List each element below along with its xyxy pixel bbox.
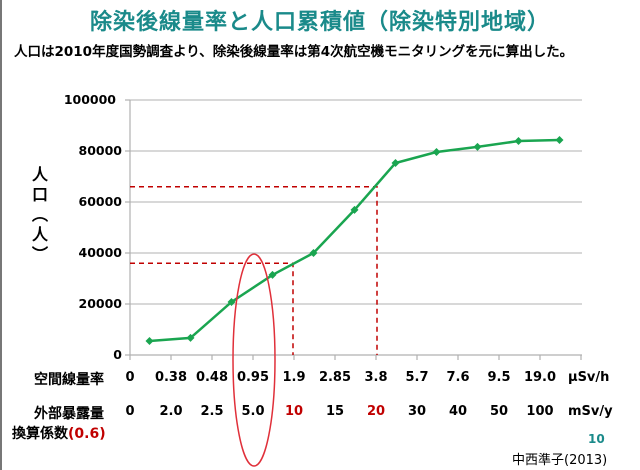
page-number: 10 — [588, 432, 605, 446]
slide-left-border — [0, 0, 2, 470]
x-tick-label: 0 — [125, 404, 135, 419]
x-tick-label: 5.0 — [241, 404, 265, 419]
x-tick-label: 0.38 — [154, 370, 188, 385]
x-tick-label: 2.0 — [159, 404, 183, 419]
x-tick-label: 19.0 — [523, 370, 557, 385]
x-tick-label: 5.7 — [405, 370, 429, 385]
x-tick-label: 0.95 — [236, 370, 270, 385]
data-point-markers — [145, 136, 564, 345]
x-tick-label: 20 — [366, 404, 386, 419]
exposure-row-label: 外部暴露量 — [34, 406, 104, 422]
y-tick: 0 — [113, 347, 122, 362]
x-tick-label: 40 — [448, 404, 468, 419]
red-dashed-guides — [130, 185, 378, 355]
conversion-label-text: 換算係数 — [12, 426, 68, 442]
x-tick-label: 0.48 — [195, 370, 229, 385]
x-tick-label: 10 — [284, 404, 304, 419]
population-line — [149, 138, 560, 343]
x-tick-label: 0 — [125, 370, 135, 385]
x-tick-label: 7.6 — [446, 370, 470, 385]
author-credit: 中西準子(2013) — [512, 453, 608, 468]
highlight-ellipse — [232, 253, 276, 467]
gridlines — [130, 99, 582, 305]
y-tick: 40000 — [78, 245, 123, 260]
exposure-unit: mSv/y — [568, 404, 613, 419]
x-tick-label: 3.8 — [364, 370, 388, 385]
dose-rate-unit: µSv/h — [568, 370, 610, 385]
y-tick: 60000 — [78, 194, 123, 209]
dose-rate-row-label: 空間線量率 — [34, 372, 104, 388]
x-tick-label: 15 — [325, 404, 345, 419]
y-axis-label: 人口 ︵ 人 ︶ — [31, 165, 48, 264]
x-tick-label: 1.9 — [282, 370, 306, 385]
y-tick: 100000 — [63, 92, 116, 107]
page-title: 除染後線量率と人口累積値（除染特別地域） — [89, 10, 550, 35]
y-tick: 80000 — [78, 143, 123, 158]
x-tick-label: 2.85 — [318, 370, 352, 385]
x-tick-label: 100 — [526, 404, 554, 419]
x-tick-label: 30 — [407, 404, 427, 419]
x-tick-label: 9.5 — [487, 370, 511, 385]
x-tick-label: 2.5 — [200, 404, 224, 419]
conversion-factor: (0.6) — [68, 426, 106, 442]
conversion-row-label: 換算係数(0.6) — [12, 423, 106, 443]
x-tick-label: 50 — [489, 404, 509, 419]
subtitle: 人口は2010年度国勢調査より、除染後線量率は第4次航空機モニタリングを元に算出… — [14, 44, 574, 60]
axes — [125, 99, 582, 360]
y-tick: 20000 — [78, 296, 123, 311]
